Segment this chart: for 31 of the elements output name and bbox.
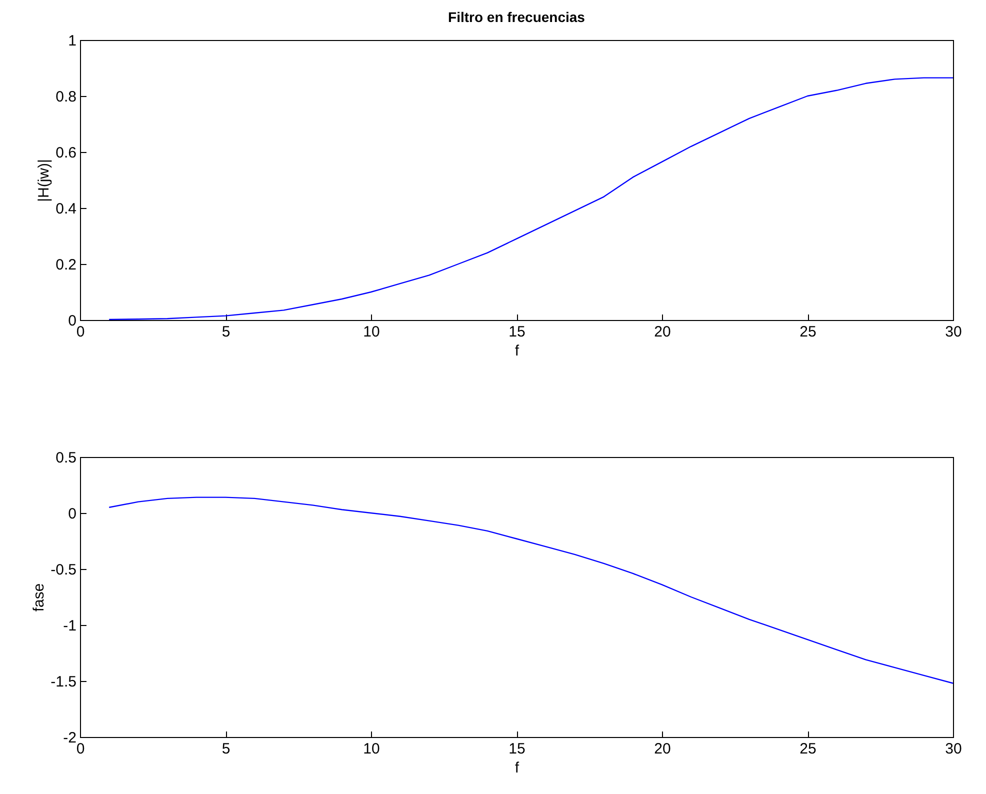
x-tick-label: 5 [222,740,230,758]
y-tick-label: 0.6 [56,144,76,162]
y-axis-title: |H(jw)| [36,159,53,202]
y-tick-label: -1 [63,618,76,634]
x-tick-label: 30 [945,740,962,758]
chart-title: Filtro en frecuencias [448,9,586,25]
y-tick-label: 0 [68,506,76,522]
line-series [108,496,954,684]
x-axis-title: f [514,342,520,360]
x-tick-label: 20 [654,740,671,758]
x-tick-label: 15 [508,324,526,340]
y-tick-label: 0 [68,312,76,330]
x-tick-label: 15 [508,740,526,758]
y-tick-label: 0.4 [56,200,76,218]
x-tick-label: 25 [800,324,816,340]
y-tick-label: -1.5 [50,674,76,690]
y-tick-label: 0.2 [56,256,76,274]
y-axis-title: fase [30,583,48,612]
x-tick-label: 10 [363,324,380,340]
x-tick-label: 10 [363,740,380,758]
x-tick-label: 5 [222,324,230,340]
x-tick-label: 25 [800,740,816,758]
x-tick-label: 20 [654,324,671,340]
y-tick-label: -2 [63,730,76,746]
line-series [108,77,954,320]
x-tick-label: 30 [945,324,962,340]
y-tick-label: 0.5 [56,450,76,466]
y-tick-label: 1 [68,32,76,50]
x-axis-title: f [514,760,520,776]
y-tick-label: 0.8 [56,88,76,106]
y-tick-label: -0.5 [50,562,76,578]
